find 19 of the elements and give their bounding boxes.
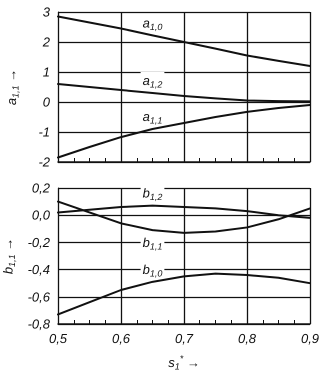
y-tick-label: -1: [38, 124, 50, 140]
y-tick-label: 0: [42, 94, 51, 110]
y-tick-label: 1: [42, 64, 50, 80]
y-tick-label: -0,4: [28, 262, 50, 278]
y-tick-label: -0,8: [28, 316, 51, 332]
y-axis-title: b1,1 →: [0, 238, 18, 274]
x-tick-label: 0,6: [112, 331, 131, 346]
y-tick-label: 3: [42, 4, 51, 20]
y-tick-label: -0,6: [28, 289, 51, 304]
x-tick-label: 0,5: [48, 331, 68, 346]
x-tick-label: 0,9: [300, 331, 320, 346]
y-axis-title: a1,1 →: [4, 68, 20, 106]
x-tick-label: 0,7: [174, 331, 194, 346]
y-tick-label: -2: [38, 154, 51, 170]
y-tick-label: 0,0: [32, 208, 51, 223]
y-tick-label: 0,2: [32, 180, 51, 196]
x-tick-label: 0,8: [238, 331, 257, 346]
y-tick-label: 2: [42, 34, 51, 50]
y-tick-label: -0,2: [28, 234, 51, 250]
